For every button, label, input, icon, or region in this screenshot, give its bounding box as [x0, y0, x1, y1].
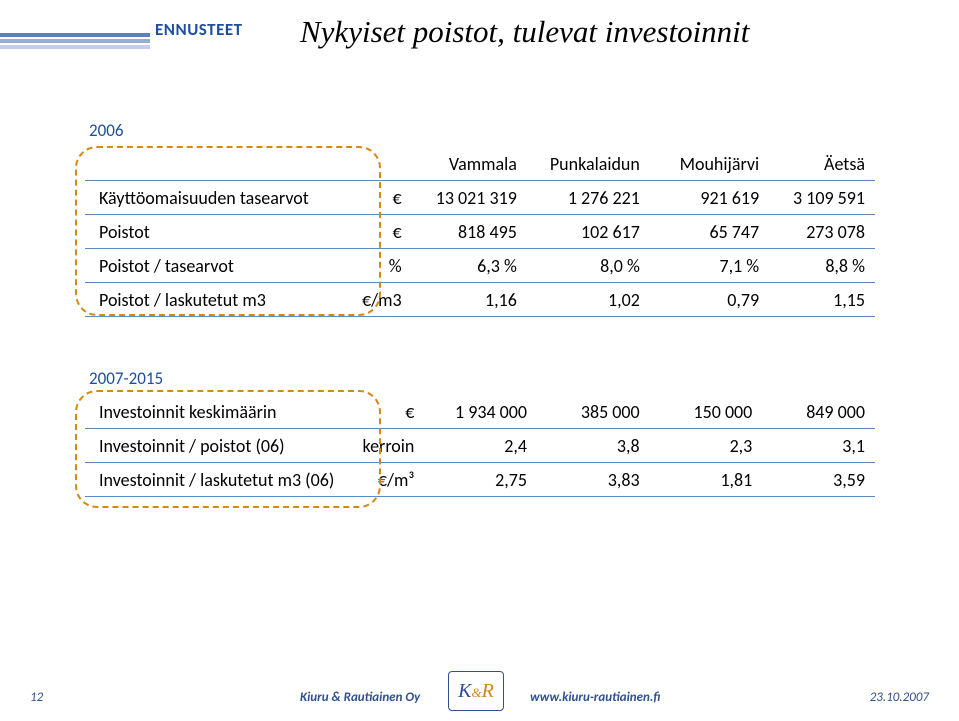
cell-value: 102 617 — [527, 215, 650, 249]
table-row: Investoinnit / laskutetut m3 (06)€/m³2,7… — [85, 463, 875, 497]
cell-value: 8,0 % — [527, 249, 650, 283]
cell-value: 13 021 319 — [412, 181, 527, 215]
cell-value: 6,3 % — [412, 249, 527, 283]
cell-value: 1 276 221 — [527, 181, 650, 215]
cell-value: 2,75 — [424, 463, 537, 497]
cell-value: 818 495 — [412, 215, 527, 249]
data-table: Vammala Punkalaidun Mouhijärvi Äetsä Käy… — [85, 147, 875, 317]
row-label: Poistot — [85, 215, 339, 249]
cell-value: 3,1 — [762, 429, 875, 463]
stripe — [0, 45, 150, 49]
company-name: Kiuru & Rautiainen Oy — [300, 690, 420, 705]
row-unit: % — [339, 249, 412, 283]
row-label: Investoinnit / laskutetut m3 (06) — [85, 463, 346, 497]
cell-value: 921 619 — [650, 181, 769, 215]
cell-value: 1,16 — [412, 283, 527, 317]
cell-value: 150 000 — [650, 395, 763, 429]
cell-value: 3,83 — [537, 463, 650, 497]
cell-value: 65 747 — [650, 215, 769, 249]
table-header-row: Vammala Punkalaidun Mouhijärvi Äetsä — [85, 147, 875, 181]
data-table: Investoinnit keskimäärin€1 934 000385 00… — [85, 395, 875, 497]
logo-amp: & — [472, 685, 482, 701]
cell-value: 2,4 — [424, 429, 537, 463]
table-row: Investoinnit keskimäärin€1 934 000385 00… — [85, 395, 875, 429]
col-header: Vammala — [412, 147, 527, 181]
table-year: 2007-2015 — [89, 368, 875, 389]
cell-value: 1,02 — [527, 283, 650, 317]
row-label: Poistot / tasearvot — [85, 249, 339, 283]
row-label: Käyttöomaisuuden tasearvot — [85, 181, 339, 215]
cell-value: 7,1 % — [650, 249, 769, 283]
cell-value: 3 109 591 — [769, 181, 875, 215]
row-unit: € — [339, 215, 412, 249]
row-unit: € — [339, 181, 412, 215]
cell-value: 8,8 % — [769, 249, 875, 283]
row-unit: € — [346, 395, 424, 429]
row-label: Poistot / laskutetut m3 — [85, 283, 339, 317]
table-row: Käyttöomaisuuden tasearvot€13 021 3191 2… — [85, 181, 875, 215]
row-unit: €/m3 — [339, 283, 412, 317]
footer: 12 Kiuru & Rautiainen Oy K & R www.kiuru… — [0, 675, 959, 705]
row-unit: kerroin — [346, 429, 424, 463]
logo-k: K — [458, 680, 471, 703]
cell-value: 3,8 — [537, 429, 650, 463]
cell-value: 385 000 — [537, 395, 650, 429]
header-stripes — [0, 33, 150, 51]
page-number: 12 — [30, 690, 43, 705]
cell-value: 2,3 — [650, 429, 763, 463]
cell-value: 1,15 — [769, 283, 875, 317]
table-row: Poistot / tasearvot%6,3 %8,0 %7,1 %8,8 % — [85, 249, 875, 283]
cell-value: 273 078 — [769, 215, 875, 249]
row-label: Investoinnit / poistot (06) — [85, 429, 346, 463]
col-header: Punkalaidun — [527, 147, 650, 181]
page-title: Nykyiset poistot, tulevat investoinnit — [300, 14, 749, 50]
logo-r: R — [482, 680, 494, 703]
row-label: Investoinnit keskimäärin — [85, 395, 346, 429]
cell-value: 1,81 — [650, 463, 763, 497]
row-unit: €/m³ — [346, 463, 424, 497]
stripe — [0, 33, 150, 37]
footer-url: www.kiuru-rautiainen.fi — [530, 690, 661, 705]
table-2006: 2006 Vammala Punkalaidun Mouhijärvi Äets… — [85, 120, 875, 317]
table-2007-2015: 2007-2015 Investoinnit keskimäärin€1 934… — [85, 368, 875, 497]
table-row: Poistot / laskutetut m3€/m31,161,020,791… — [85, 283, 875, 317]
footer-date: 23.10.2007 — [870, 690, 929, 705]
table-row: Investoinnit / poistot (06)kerroin2,43,8… — [85, 429, 875, 463]
table-year: 2006 — [89, 120, 875, 141]
cell-value: 3,59 — [762, 463, 875, 497]
cell-value: 0,79 — [650, 283, 769, 317]
col-header: Mouhijärvi — [650, 147, 769, 181]
logo: K & R — [448, 671, 504, 711]
section-label: ENNUSTEET — [155, 19, 243, 40]
col-header: Äetsä — [769, 147, 875, 181]
stripe — [0, 39, 150, 43]
cell-value: 849 000 — [762, 395, 875, 429]
table-row: Poistot€818 495102 61765 747273 078 — [85, 215, 875, 249]
cell-value: 1 934 000 — [424, 395, 537, 429]
